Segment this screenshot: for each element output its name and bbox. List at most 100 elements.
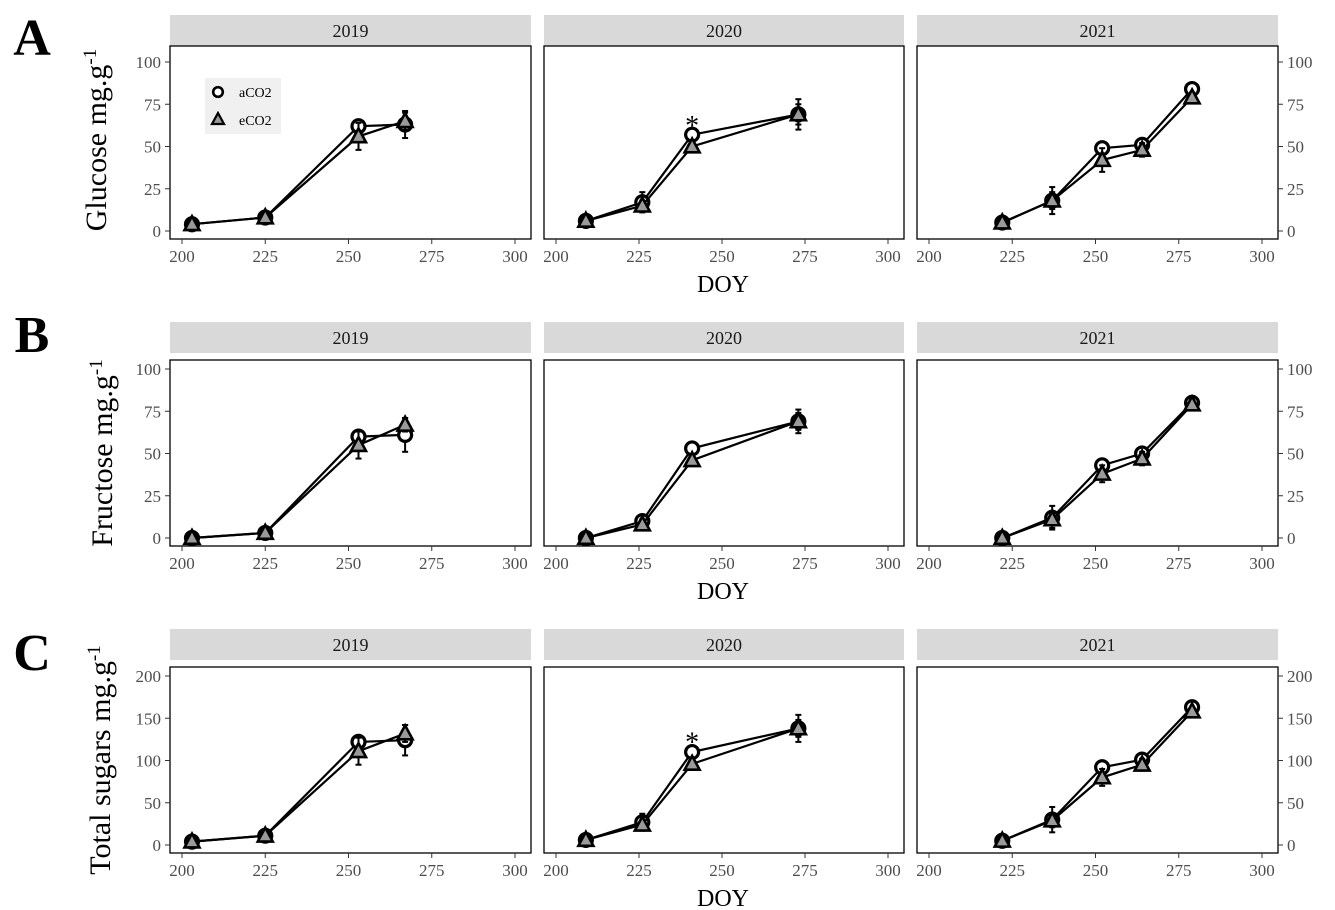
series-line-aCO2 bbox=[585, 113, 799, 222]
data-point-eco2 bbox=[1182, 86, 1202, 105]
x-tick-label: 300 bbox=[875, 247, 901, 266]
panel-letter: C bbox=[13, 625, 51, 682]
x-tick-label: 300 bbox=[875, 554, 901, 573]
facet-2019: 2019 200 225 250 275 300 0 50 100 150 200 bbox=[136, 629, 532, 880]
plot-border bbox=[916, 45, 1279, 240]
y-axis-title-superscript: -1 bbox=[86, 359, 107, 375]
data-point-eco2 bbox=[788, 410, 809, 429]
series-line-eCO2 bbox=[191, 120, 406, 226]
x-tick-label: 225 bbox=[253, 247, 279, 266]
data-point-eco2 bbox=[348, 434, 369, 453]
facet-strip bbox=[544, 15, 904, 46]
x-tick-label: 275 bbox=[792, 247, 818, 266]
x-tick-label: 200 bbox=[916, 247, 942, 266]
y-axis-title-superscript: -1 bbox=[80, 49, 101, 65]
facet-strip-label: 2020 bbox=[706, 21, 742, 41]
data-point-eco2 bbox=[682, 135, 702, 154]
series-line-eCO2 bbox=[191, 732, 406, 843]
series-line-aCO2 bbox=[1001, 706, 1193, 842]
y-tick-label: 25 bbox=[144, 180, 161, 199]
plot-border bbox=[169, 45, 532, 240]
series-line-eCO2 bbox=[585, 420, 799, 540]
facet-strip-label: 2021 bbox=[1080, 21, 1116, 41]
data-point-eco2 bbox=[1042, 508, 1062, 527]
data-point-eco2 bbox=[182, 213, 202, 232]
data-point-eco2 bbox=[576, 210, 596, 229]
data-point-eco2 bbox=[992, 829, 1012, 848]
facet-strip bbox=[917, 629, 1278, 660]
data-point-eco2 bbox=[788, 103, 809, 122]
x-tick-label: 250 bbox=[709, 861, 735, 880]
facet-strip bbox=[544, 629, 904, 660]
plot-border bbox=[543, 359, 905, 547]
x-tick-label: 300 bbox=[875, 861, 901, 880]
series-eCO2 bbox=[576, 410, 809, 546]
x-tick-label: 275 bbox=[792, 554, 818, 573]
series-line-eCO2 bbox=[585, 113, 799, 222]
data-point-eco2 bbox=[992, 527, 1012, 546]
y-tick-label: 50 bbox=[144, 445, 161, 464]
facet-strip-label: 2020 bbox=[706, 635, 742, 655]
panel-c: C Total sugars mg.g-1 2019 200 225 250 275 300 0… bbox=[13, 625, 1312, 910]
legend: aCO2 eCO2 bbox=[205, 78, 281, 134]
data-point-eco2 bbox=[1132, 753, 1152, 772]
x-tick-label: 300 bbox=[502, 861, 528, 880]
x-tick-label: 250 bbox=[1083, 247, 1109, 266]
series-eCO2 bbox=[992, 86, 1202, 230]
x-tick-label: 225 bbox=[1000, 861, 1026, 880]
y-tick-label: 50 bbox=[1287, 794, 1304, 813]
x-tick-label: 300 bbox=[1249, 861, 1275, 880]
x-axis-title: DOY bbox=[697, 579, 749, 605]
facet-strip bbox=[544, 322, 904, 353]
panel-letter: A bbox=[13, 10, 51, 67]
y-tick-label: 100 bbox=[136, 53, 162, 72]
facet-2020: 2020 200 225 250 275 300 * bbox=[543, 15, 905, 266]
facet-2020: 2020 200 225 250 275 300 bbox=[543, 322, 905, 573]
series-line-aCO2 bbox=[585, 420, 799, 540]
x-tick-label: 225 bbox=[1000, 247, 1026, 266]
plot-border bbox=[543, 45, 905, 240]
x-tick-label: 200 bbox=[543, 554, 569, 573]
data-point-eco2 bbox=[1132, 139, 1152, 158]
series-line-eCO2 bbox=[585, 727, 799, 841]
x-tick-label: 200 bbox=[543, 861, 569, 880]
data-point-eco2 bbox=[182, 830, 202, 849]
significance-asterisk: * bbox=[685, 728, 699, 759]
x-tick-label: 300 bbox=[1249, 554, 1275, 573]
x-tick-label: 200 bbox=[169, 247, 195, 266]
y-tick-label: 50 bbox=[1287, 138, 1304, 157]
x-tick-label: 200 bbox=[916, 554, 942, 573]
data-point-eco2 bbox=[1092, 149, 1112, 168]
series-eCO2 bbox=[182, 722, 415, 849]
x-tick-label: 225 bbox=[253, 554, 279, 573]
y-tick-label: 50 bbox=[144, 794, 161, 813]
series-aCO2 bbox=[994, 699, 1201, 849]
data-point-eco2 bbox=[255, 206, 275, 225]
x-axis-title: DOY bbox=[697, 886, 749, 910]
series-eCO2 bbox=[576, 103, 809, 229]
x-tick-label: 250 bbox=[709, 247, 735, 266]
series-eCO2 bbox=[182, 413, 415, 546]
x-tick-label: 300 bbox=[502, 554, 528, 573]
x-tick-label: 200 bbox=[169, 554, 195, 573]
x-tick-label: 225 bbox=[1000, 554, 1026, 573]
y-tick-label: 100 bbox=[1287, 752, 1313, 771]
series-eCO2 bbox=[576, 717, 809, 848]
y-tick-label: 200 bbox=[136, 667, 162, 686]
legend-label-aco2: aCO2 bbox=[239, 86, 272, 101]
plot-border bbox=[543, 666, 905, 854]
series-line-aCO2 bbox=[585, 727, 799, 841]
y-tick-label: 50 bbox=[1287, 445, 1304, 464]
y-tick-label: 25 bbox=[1287, 487, 1304, 506]
y-tick-label: 75 bbox=[144, 402, 161, 421]
series-line-aCO2 bbox=[191, 123, 406, 226]
data-point-eco2 bbox=[1182, 700, 1202, 719]
data-point-eco2 bbox=[576, 527, 596, 546]
plot-border bbox=[916, 359, 1279, 547]
series-eCO2 bbox=[182, 110, 415, 232]
data-point-eco2 bbox=[632, 194, 652, 213]
y-tick-label: 75 bbox=[1287, 402, 1304, 421]
